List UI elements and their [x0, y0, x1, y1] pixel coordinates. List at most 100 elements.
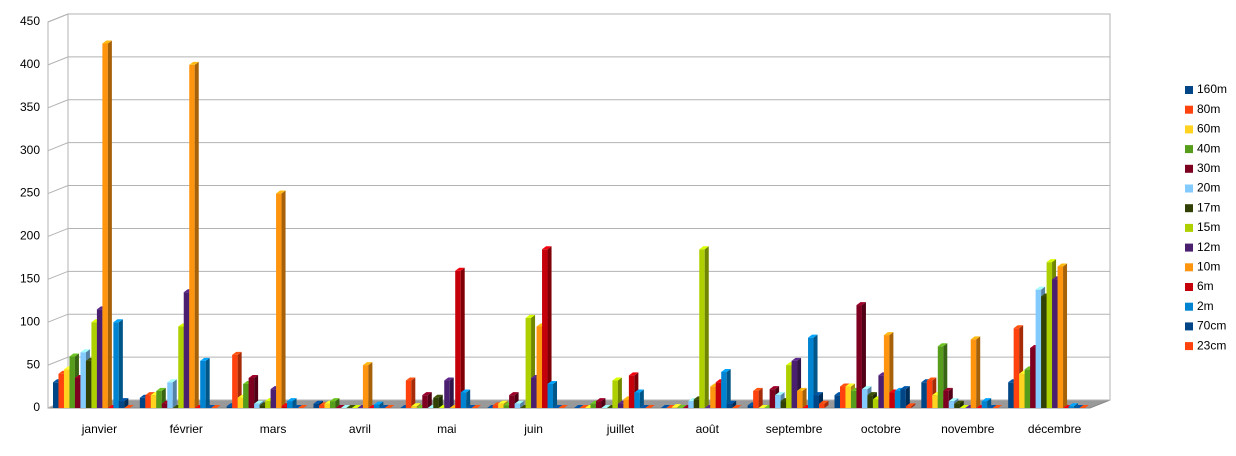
bar-front	[894, 390, 901, 408]
bar-top	[959, 405, 970, 408]
bar-top	[612, 377, 622, 381]
legend-label: 20m	[1197, 181, 1220, 195]
bar-side	[460, 267, 465, 408]
bar-top	[839, 383, 850, 387]
bar	[232, 351, 242, 408]
bar	[433, 394, 443, 408]
bar-top	[628, 372, 639, 376]
bar-top	[384, 405, 395, 408]
bar	[373, 401, 384, 408]
y-tick-label: 200	[20, 229, 40, 243]
bar-top	[433, 394, 443, 398]
bar-side	[547, 246, 552, 408]
bar-top	[553, 405, 563, 408]
bar-top	[514, 400, 525, 404]
bar-front	[932, 395, 938, 408]
bar-top	[856, 302, 866, 306]
bar	[384, 405, 395, 408]
bar-top	[883, 332, 894, 336]
bar	[601, 405, 611, 408]
bar-side	[520, 400, 525, 408]
bar-front	[455, 270, 461, 408]
bar-top	[721, 368, 731, 372]
bar-top	[992, 405, 1003, 408]
bar-front	[58, 373, 64, 408]
legend-swatch	[1185, 342, 1193, 351]
grid-line	[47, 13, 1110, 23]
bar-front	[373, 404, 380, 408]
bar-front	[503, 405, 510, 408]
bar-front	[1035, 289, 1042, 408]
bar-front	[590, 403, 596, 408]
bar	[721, 368, 731, 408]
bar-front	[688, 401, 694, 408]
bar	[102, 40, 112, 408]
legend-label: 70cm	[1197, 319, 1226, 333]
legend-swatch	[1185, 145, 1193, 154]
bar-side	[1063, 263, 1068, 408]
legend-swatch	[1185, 322, 1193, 331]
bar	[211, 405, 221, 408]
bar-top	[574, 405, 584, 408]
bar-front	[867, 395, 873, 408]
bar	[1057, 263, 1068, 408]
bar	[189, 61, 199, 409]
bar	[819, 400, 829, 408]
bar-front	[525, 317, 532, 408]
x-tick-label: mars	[260, 422, 287, 436]
bar-side	[194, 61, 199, 409]
bar-top	[943, 387, 953, 391]
bar-top	[981, 398, 992, 402]
bar	[346, 405, 356, 408]
bar-front	[156, 390, 162, 408]
bar	[411, 403, 421, 408]
legend-label: 10m	[1197, 259, 1220, 273]
bar-top	[211, 405, 221, 408]
bar-front	[612, 380, 618, 408]
bar-top	[422, 392, 432, 396]
y-tick-label: 400	[20, 57, 40, 71]
bar-front	[113, 322, 119, 408]
bar-top	[466, 405, 476, 408]
bar-front	[715, 382, 722, 408]
y-tick-label: 100	[20, 314, 40, 328]
legend-swatch	[1185, 204, 1193, 213]
bar-front	[791, 360, 798, 408]
bar-front	[797, 390, 803, 408]
y-tick-label: 50	[27, 357, 41, 371]
bar	[1079, 405, 1089, 408]
bar-front	[183, 292, 190, 408]
bar-top	[639, 405, 650, 408]
legend-label: 30m	[1197, 161, 1220, 175]
legend-swatch	[1185, 243, 1193, 252]
bar-top	[102, 40, 112, 44]
bar-front	[1024, 369, 1031, 408]
grid-line	[47, 227, 1110, 237]
bar	[987, 405, 997, 408]
bar-top	[1046, 259, 1057, 263]
bar	[677, 405, 687, 408]
bar-side	[802, 387, 807, 408]
bar	[726, 400, 737, 408]
bar-front	[1013, 328, 1020, 408]
bar-top	[254, 400, 264, 404]
bar-top	[634, 389, 644, 393]
bar-top	[905, 403, 916, 407]
bar-side	[553, 380, 558, 408]
bar-front	[150, 395, 157, 408]
legend-swatch	[1185, 105, 1193, 114]
bar-front	[329, 401, 336, 408]
bar-front	[226, 406, 233, 408]
bar-front	[721, 371, 727, 408]
bar-top	[732, 405, 742, 408]
bar	[471, 405, 482, 408]
bar-side	[118, 319, 123, 408]
bar-front	[118, 401, 125, 408]
bar-top	[579, 405, 589, 408]
legend-swatch	[1185, 125, 1193, 134]
bar-top	[362, 362, 373, 366]
bar-top	[205, 405, 216, 408]
bar-front	[845, 386, 851, 408]
bar-top	[900, 386, 910, 390]
